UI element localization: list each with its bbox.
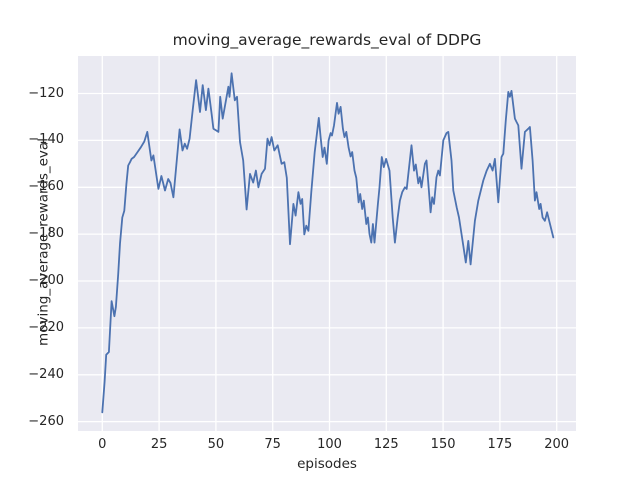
x-tick-label: 0 — [98, 437, 107, 452]
x-tick-label: 150 — [430, 437, 456, 452]
y-axis-label: moving_average_rewards_eval — [35, 138, 52, 346]
plot-area — [78, 56, 576, 431]
x-axis-label: episodes — [297, 456, 357, 472]
y-tick-label: −120 — [28, 85, 64, 101]
x-tick-label: 50 — [207, 437, 225, 452]
y-tick-label: −220 — [28, 319, 64, 335]
y-tick-label: −180 — [28, 226, 64, 242]
y-tick-label: −240 — [28, 366, 64, 382]
line-chart-canvas — [78, 56, 576, 431]
y-tick-label: −200 — [28, 273, 64, 288]
y-tick-label: −260 — [28, 413, 64, 429]
x-tick-label: 75 — [264, 437, 281, 452]
y-tick-label: −140 — [28, 132, 64, 148]
x-tick-label: 100 — [317, 437, 342, 452]
x-tick-label: 175 — [487, 437, 513, 452]
x-tick-label: 200 — [544, 437, 570, 452]
y-tick-label: −160 — [28, 179, 64, 195]
x-tick-label: 125 — [373, 437, 399, 452]
x-tick-label: 25 — [150, 437, 168, 452]
chart-title: moving_average_rewards_eval of DDPG — [172, 31, 482, 49]
